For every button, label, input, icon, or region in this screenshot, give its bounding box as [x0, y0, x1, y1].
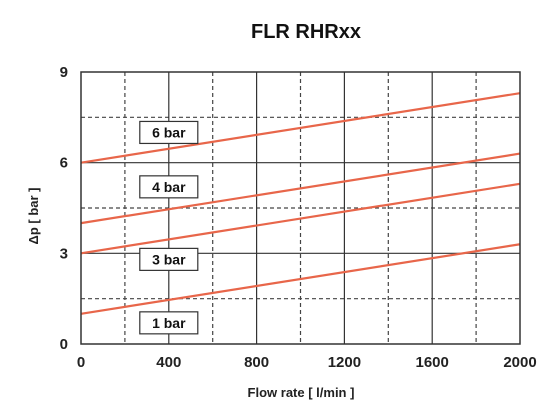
x-axis-label: Flow rate [ l/min ] [248, 385, 355, 400]
series-lines [80, 92, 521, 315]
y-tick-label: 3 [60, 245, 68, 262]
y-tick-label: 6 [60, 155, 68, 172]
x-tick-label: 0 [77, 354, 85, 371]
series-labels: 1 bar 3 bar 4 bar 6 bar [139, 120, 199, 335]
y-tick-label: 9 [60, 64, 68, 81]
series-label-box [139, 175, 199, 199]
series-label: 4 bar [152, 179, 186, 195]
x-tick-label: 1600 [416, 354, 449, 371]
y-axis-label: Δp [ bar ] [26, 187, 41, 244]
series-line [80, 152, 521, 225]
x-tick-label: 800 [244, 354, 269, 371]
series-label: 6 bar [152, 124, 186, 140]
tick-labels: 0 400 800 1200 1600 2000 0 3 6 9 [60, 64, 537, 371]
plot-frame [80, 71, 521, 345]
grid [81, 72, 520, 344]
series-label: 3 bar [152, 251, 186, 267]
series-line [80, 92, 521, 164]
series-label-box [139, 120, 199, 145]
series-line [80, 243, 521, 315]
series-label-box [139, 311, 199, 335]
series-label-box [139, 247, 199, 271]
x-tick-label: 2000 [503, 354, 536, 371]
series-label: 1 bar [152, 315, 186, 331]
chart-title: FLR RHRxx [251, 21, 361, 43]
x-tick-label: 400 [156, 354, 181, 371]
y-tick-label: 0 [60, 336, 68, 353]
series-line [80, 182, 521, 255]
x-tick-label: 1200 [328, 354, 361, 371]
